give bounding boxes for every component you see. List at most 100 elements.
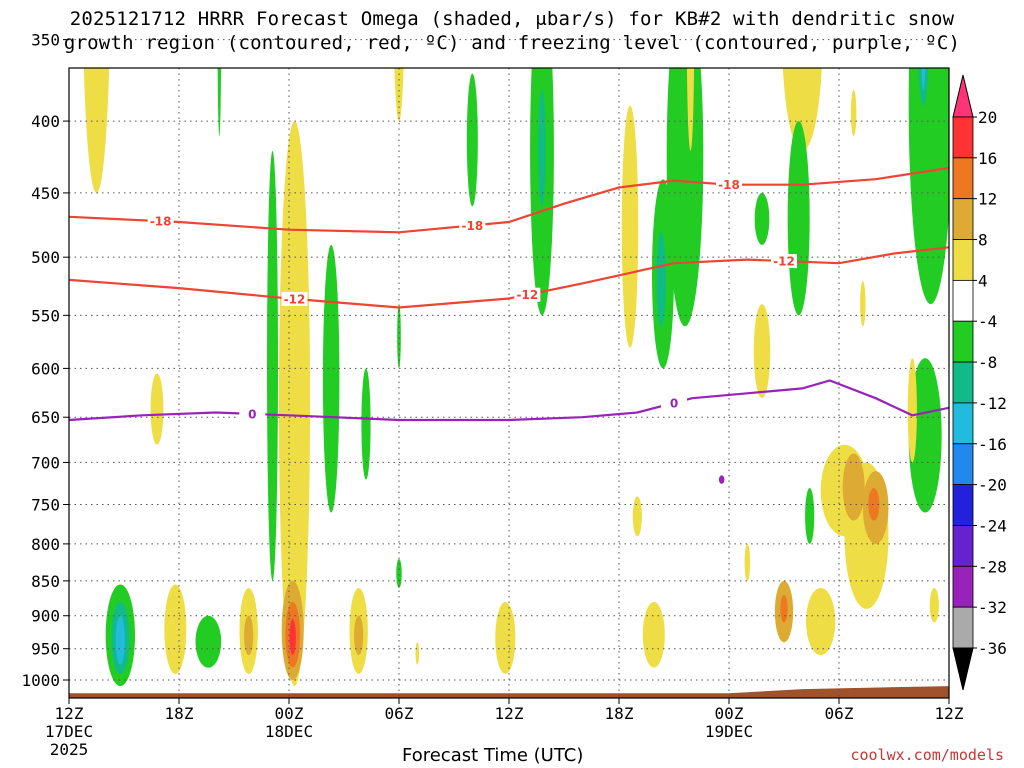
colorbar-label: -36: [978, 639, 1007, 658]
contour-label: -18: [461, 219, 483, 233]
x-tick-label: 12Z: [935, 704, 964, 723]
contour-label-bg: [281, 291, 308, 306]
omega-region: [632, 496, 642, 537]
y-tick-label: 750: [31, 496, 60, 515]
colorbar-band: [952, 320, 974, 363]
omega-region: [744, 543, 751, 581]
omega-region: [753, 304, 771, 399]
colorbar-label: 8: [978, 231, 988, 250]
x-tick-label: 18Z: [165, 704, 194, 723]
colorbar-label: -32: [978, 598, 1007, 617]
credit-text: coolwx.com/models: [850, 746, 1004, 764]
colorbar-band: [952, 606, 974, 649]
omega-shading-layer: [83, 0, 949, 687]
omega-region: [907, 358, 917, 463]
colorbar-band: [952, 157, 974, 200]
pressure-axis: 2503003504004505005506006507007508008509…: [21, 31, 69, 690]
colorbar-band: [952, 361, 974, 404]
colorbar: 20 16 12 8 4 -4 -8 -12 -16 -20 -24 -28 -32 -36: [952, 74, 1007, 691]
colorbar-label: -16: [978, 435, 1007, 454]
omega-region: [886, 0, 932, 57]
omega-region: [656, 232, 666, 327]
y-tick-label: 600: [31, 359, 60, 378]
colorbar-band: [952, 279, 974, 322]
colorbar-label: -24: [978, 516, 1007, 535]
omega-region: [782, 68, 822, 151]
omega-region: [83, 68, 110, 193]
contour-label-bg: [771, 254, 797, 269]
omega-region: [868, 488, 880, 521]
omega-region: [164, 584, 187, 674]
x-tick-label: 06Z: [825, 704, 854, 723]
omega-region: [354, 615, 364, 656]
x-axis-title: Forecast Time (UTC): [402, 745, 584, 766]
y-tick-label: 650: [31, 408, 60, 427]
contour-label-bg: [459, 218, 486, 233]
contour-label: -18: [718, 178, 740, 192]
contour-label-bg: [239, 406, 266, 421]
omega-region: [642, 602, 665, 668]
omega-region: [837, 0, 885, 22]
omega-region: [244, 615, 254, 656]
colorbar-band: [952, 525, 974, 567]
colorbar-label: -28: [978, 557, 1007, 576]
contour-label-bg: [147, 214, 174, 229]
omega-region: [929, 587, 939, 623]
grid-layer: [69, 39, 949, 698]
omega-region: [908, 68, 949, 305]
omega-region: [850, 89, 857, 137]
contour-label-bg: [514, 287, 541, 302]
omega-region: [394, 68, 404, 122]
omega-region: [780, 595, 788, 623]
x-tick-date-label: 19DEC: [705, 722, 753, 741]
colorbar-band: [952, 484, 974, 526]
contour-label: -12: [284, 292, 306, 306]
colorbar-label: -20: [978, 476, 1007, 495]
colorbar-band: [952, 116, 974, 159]
y-tick-label: 900: [31, 607, 60, 626]
omega-region: [466, 73, 478, 207]
omega-region: [415, 642, 420, 665]
omega-region: [842, 453, 865, 521]
omega-region: [754, 192, 770, 245]
omega-region: [918, 68, 928, 106]
chart-title-line-2: growth region (contoured, red, ºC) and f…: [63, 32, 961, 54]
colorbar-label: -4: [978, 312, 997, 331]
omega-region: [361, 368, 371, 480]
contour-layer: -18 -18 -18 -12 -12 -12 0 0: [69, 166, 949, 422]
colorbar-label: 20: [978, 108, 997, 127]
omega-region: [805, 488, 815, 544]
omega-region: [429, 0, 442, 4]
omega-region: [289, 619, 296, 656]
y-tick-label: 700: [31, 453, 60, 472]
y-tick-label: 950: [31, 640, 60, 659]
contour-label-bg: [661, 395, 687, 410]
y-tick-label: 450: [31, 184, 60, 203]
contour-line: [69, 379, 949, 422]
x-tick-date-label: 18DEC: [265, 722, 313, 741]
colorbar-label: -8: [978, 353, 997, 372]
omega-region: [322, 244, 340, 513]
omega-region: [278, 121, 311, 687]
omega-region: [666, 68, 704, 327]
omega-region: [397, 304, 401, 369]
colorbar-label: 16: [978, 149, 997, 168]
y-tick-label: 850: [31, 572, 60, 591]
y-tick-label: 800: [31, 535, 60, 554]
y-tick-label: 350: [31, 31, 60, 50]
omega-region: [806, 587, 836, 656]
contour-label-bg: [716, 177, 742, 192]
contour-label: 0: [670, 396, 678, 410]
colorbar-top-arrow: [952, 74, 974, 118]
omega-region: [757, 0, 768, 4]
omega-region: [686, 68, 695, 151]
omega-region: [115, 615, 125, 665]
omega-region: [921, 68, 926, 90]
omega-region: [150, 373, 164, 445]
colorbar-band: [952, 402, 974, 445]
x-tick-date-label: 17DEC: [45, 722, 93, 741]
x-tick-year-label: 2025: [50, 740, 89, 759]
x-tick-label: 06Z: [385, 704, 414, 723]
